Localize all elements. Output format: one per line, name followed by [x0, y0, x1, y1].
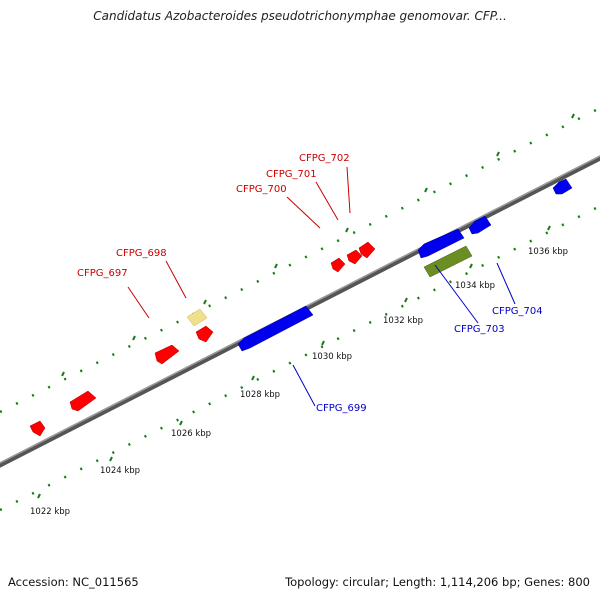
major-ticks-upper [61, 113, 575, 377]
gene-label-cfpg-698[interactable]: CFPG_698 [116, 248, 167, 259]
gene-label-cfpg-704[interactable]: CFPG_704 [492, 306, 543, 317]
forward-genes[interactable] [29, 241, 376, 437]
gene-rna-green[interactable] [423, 245, 473, 278]
gene-arrow-red[interactable] [330, 257, 346, 273]
gene-arrow-blue[interactable] [468, 215, 492, 235]
gene-arrow-blue[interactable] [552, 178, 573, 195]
scale-tick-label: 1030 kbp [312, 352, 352, 362]
major-ticks-lower [37, 225, 551, 499]
scale-tick-label: 1024 kbp [100, 466, 140, 476]
lower-dotted-track [0, 204, 600, 512]
scale-tick-label: 1026 kbp [171, 429, 211, 439]
gene-arrow-red[interactable] [69, 390, 97, 412]
gene-pseudo-yellow[interactable] [186, 308, 208, 327]
genome-summary: Topology: circular; Length: 1,114,206 bp… [285, 575, 590, 589]
genome-title: Candidatus Azobacteroides pseudotrichony… [93, 9, 507, 23]
gene-arrow-red[interactable] [29, 420, 46, 437]
gene-label-cfpg-697[interactable]: CFPG_697 [77, 268, 128, 279]
gene-label-cfpg-701[interactable]: CFPG_701 [266, 169, 317, 180]
gene-label-cfpg-700[interactable]: CFPG_700 [236, 184, 287, 195]
gene-arrow-blue[interactable] [237, 305, 314, 352]
gene-label-cfpg-703[interactable]: CFPG_703 [454, 324, 505, 335]
scale-tick-label: 1022 kbp [30, 507, 70, 517]
scale-tick-label: 1036 kbp [528, 247, 568, 257]
scale-tick-label: 1032 kbp [383, 316, 423, 326]
scale-tick-label: 1028 kbp [240, 390, 280, 400]
reverse-genes[interactable] [237, 178, 573, 352]
scale-labels: 1022 kbp 1024 kbp 1026 kbp 1028 kbp 1030… [30, 247, 568, 517]
gene-arrow-red[interactable] [154, 344, 180, 365]
gene-label-cfpg-702[interactable]: CFPG_702 [299, 153, 350, 164]
label-leaders [127, 166, 516, 407]
gene-arrow-red[interactable] [358, 241, 376, 259]
gene-arrow-red[interactable] [346, 249, 363, 265]
scale-tick-label: 1034 kbp [455, 281, 495, 291]
gene-arrow-blue[interactable] [417, 228, 465, 259]
gene-arrow-red[interactable] [195, 325, 214, 343]
gene-label-cfpg-699[interactable]: CFPG_699 [316, 403, 367, 414]
accession-info: Accession: NC_011565 [8, 575, 139, 589]
gene-labels: CFPG_697 CFPG_698 CFPG_700 CFPG_701 CFPG… [77, 153, 543, 414]
